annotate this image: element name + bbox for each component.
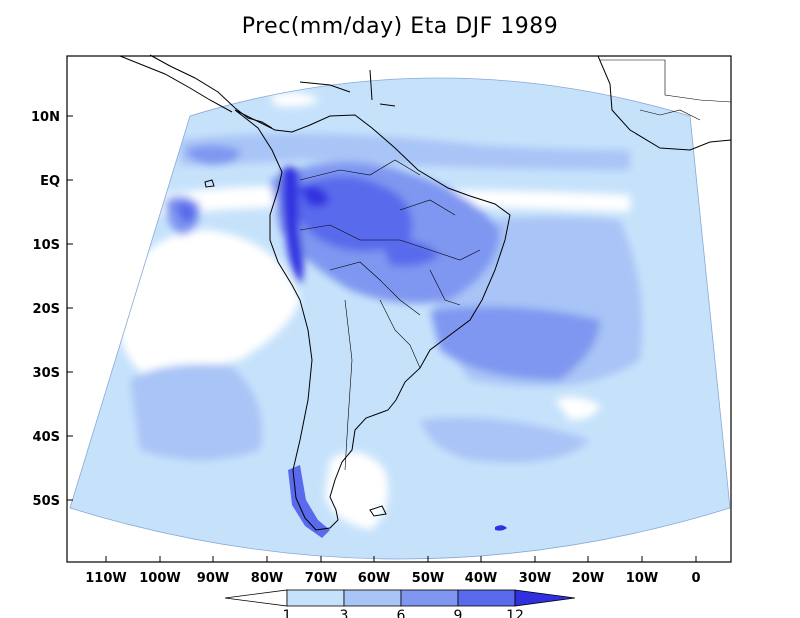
colorbar-segment-1-3: [286, 589, 345, 607]
colorbar-segment-above-12: [514, 589, 576, 607]
colorbar-label-6: 6: [397, 608, 406, 618]
colorbar-label-3: 3: [340, 608, 349, 618]
colorbar-segment-below-1: [224, 589, 288, 607]
lon-label-90w: 90W: [197, 571, 229, 586]
galapagos: [204, 179, 215, 188]
colorbar-segment-3-6: [343, 589, 402, 607]
lon-label-10w: 10W: [626, 571, 658, 586]
africa-coastline: [597, 55, 732, 151]
colorbar-label-12: 12: [506, 608, 524, 618]
colorbar: 1 3 6 9 12: [224, 589, 576, 618]
lat-label-50s: 50S: [33, 494, 60, 509]
country-borders: [299, 59, 732, 471]
lat-label-10n: 10N: [31, 110, 60, 125]
lat-label-20s: 20S: [33, 302, 60, 317]
coastlines: [119, 54, 732, 531]
lon-label-70w: 70W: [305, 571, 337, 586]
colorbar-segment-9-12: [457, 589, 516, 607]
precipitation-field: [70, 78, 730, 559]
lon-label-30w: 30W: [519, 571, 551, 586]
latitude-axis: 10N EQ 10S 20S 30S 40S 50S: [31, 110, 73, 509]
lon-label-110w: 110W: [85, 571, 126, 586]
colorbar-label-9: 9: [454, 608, 463, 618]
lat-label-10s: 10S: [33, 238, 60, 253]
lon-label-40w: 40W: [465, 571, 497, 586]
lat-label-40s: 40S: [33, 430, 60, 445]
south-america-coastline: [234, 109, 511, 531]
colorbar-segment-6-9: [400, 589, 459, 607]
map-title: Prec(mm/day) Eta DJF 1989: [241, 14, 559, 39]
lon-label-50w: 50W: [412, 571, 444, 586]
lon-label-80w: 80W: [251, 571, 283, 586]
lon-label-20w: 20W: [572, 571, 604, 586]
lat-label-30s: 30S: [33, 366, 60, 381]
lat-label-eq: EQ: [40, 174, 60, 189]
colorbar-label-1: 1: [283, 608, 292, 618]
longitude-axis: 110W 100W 90W 80W 70W 60W 50W 40W 30W 20…: [85, 556, 701, 586]
caribbean-islands: [299, 69, 396, 107]
lon-label-0: 0: [691, 571, 700, 586]
central-america-coastline: [149, 54, 273, 129]
lon-label-60w: 60W: [358, 571, 390, 586]
lon-label-100w: 100W: [139, 571, 180, 586]
falklands: [369, 505, 387, 517]
